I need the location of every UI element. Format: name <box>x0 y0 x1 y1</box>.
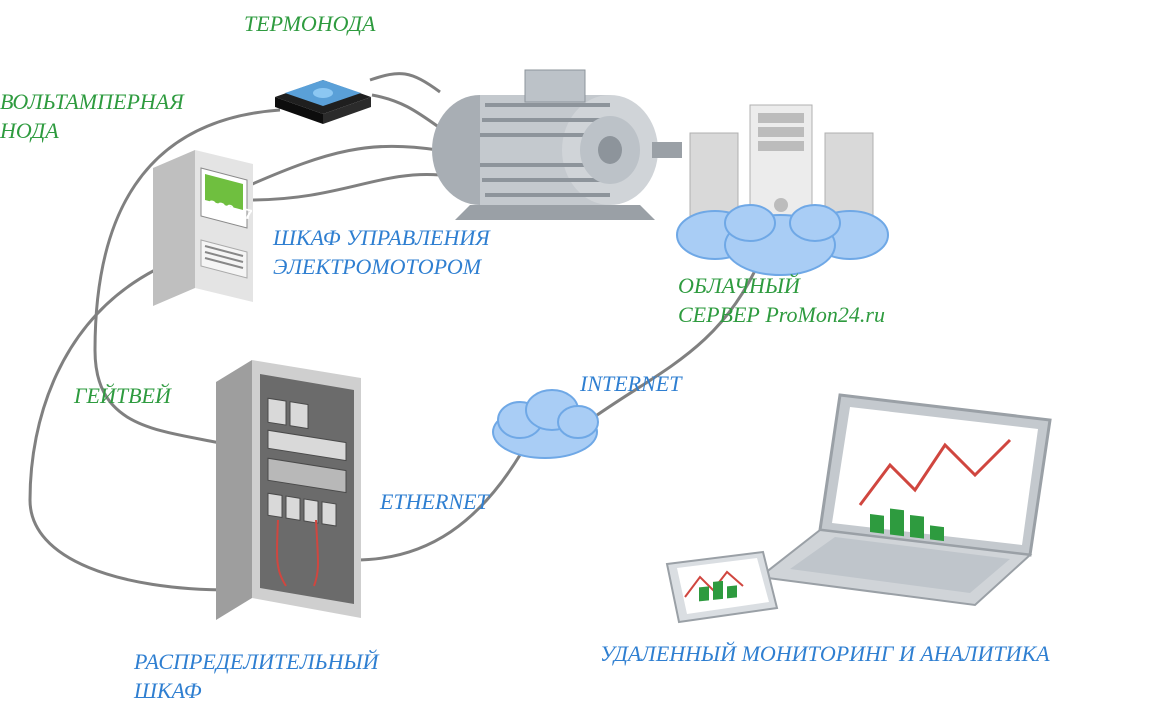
label-ethernet: ETHERNET <box>380 488 489 517</box>
label-remote-monitoring: УДАЛЕННЫЙ МОНИТОРИНГ И АНАЛИТИКА <box>600 640 1050 669</box>
label-thermo: ТЕРМОНОДА <box>244 10 375 39</box>
label-motor-control: ШКАФ УПРАВЛЕНИЯ ЭЛЕКТРОМОТОРОМ <box>273 224 490 281</box>
diagram-stage: 239,7 <box>0 0 1174 704</box>
label-internet: INTERNET <box>580 370 681 399</box>
label-cloud-server: ОБЛАЧНЫЙ СЕРВЕР ProMon24.ru <box>678 272 885 329</box>
label-va-node: ВОЛЬТАМПЕРНАЯ НОДА <box>0 88 184 145</box>
label-gateway: ГЕЙТВЕЙ <box>74 382 171 411</box>
label-distribution-cabinet: РАСПРЕДЕЛИТЕЛЬНЫЙ ШКАФ <box>134 648 379 704</box>
